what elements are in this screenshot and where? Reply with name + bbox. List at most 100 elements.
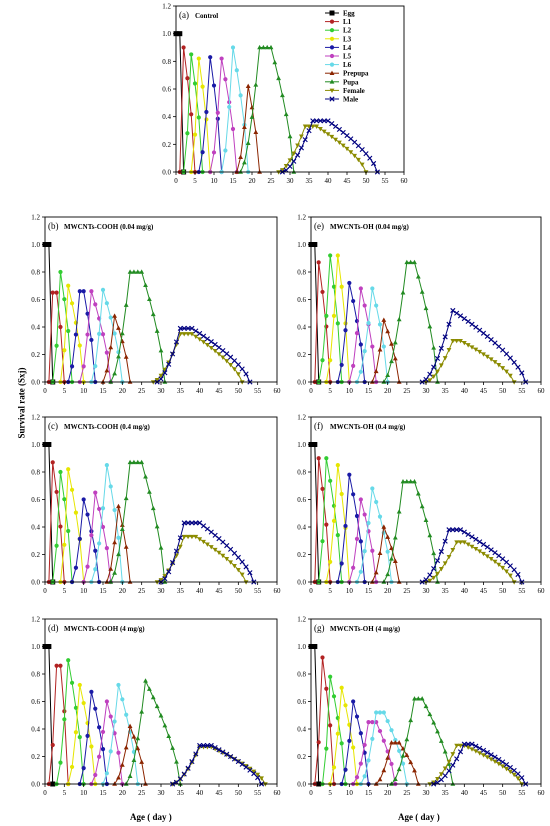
- data-point: [69, 364, 75, 369]
- data-point: [66, 658, 71, 663]
- x-tick-label: 55: [518, 587, 526, 595]
- series-male: [154, 325, 253, 385]
- legend-label: Pupa: [343, 78, 359, 86]
- data-point: [320, 358, 325, 363]
- data-point: [216, 550, 222, 556]
- data-point: [62, 542, 67, 547]
- data-point: [370, 344, 375, 349]
- data-point: [46, 644, 52, 649]
- data-point: [477, 745, 483, 751]
- x-tick-label: 35: [442, 387, 450, 395]
- data-point: [339, 362, 344, 368]
- data-point: [354, 513, 360, 519]
- data-point: [112, 507, 117, 513]
- data-point: [473, 749, 479, 754]
- x-tick-label: 15: [100, 789, 108, 797]
- x-tick-label: 25: [403, 387, 411, 395]
- data-point: [224, 543, 230, 549]
- series-male: [419, 307, 529, 385]
- data-point: [431, 374, 437, 380]
- data-point: [331, 694, 337, 699]
- data-point: [208, 545, 214, 550]
- data-point: [69, 680, 75, 685]
- data-point: [343, 328, 348, 333]
- data-point: [351, 492, 356, 497]
- series-line: [67, 684, 96, 785]
- legend-marker: [329, 19, 335, 24]
- data-point: [85, 311, 90, 316]
- data-point: [170, 561, 175, 567]
- data-point: [442, 538, 448, 544]
- series-pupa: [381, 259, 440, 384]
- data-point: [119, 522, 125, 527]
- panel-title: MWCNTs-OH (0.4 mg/g): [330, 423, 406, 431]
- data-point: [335, 731, 340, 736]
- x-tick-label: 45: [480, 789, 488, 797]
- data-point: [89, 337, 94, 343]
- data-point: [158, 376, 164, 382]
- data-point: [131, 459, 137, 465]
- series-egg: [42, 644, 56, 787]
- data-point: [366, 320, 371, 326]
- data-point: [251, 771, 257, 777]
- data-point: [104, 699, 109, 704]
- data-point: [192, 81, 198, 86]
- data-point: [400, 290, 406, 295]
- data-point: [500, 764, 506, 769]
- series-l6: [89, 463, 125, 585]
- data-point: [362, 549, 367, 554]
- data-point: [135, 735, 141, 741]
- data-point: [423, 577, 429, 583]
- series-line: [311, 244, 320, 383]
- data-point: [320, 289, 325, 295]
- data-point: [381, 524, 387, 529]
- data-point: [392, 355, 398, 361]
- data-point: [66, 467, 71, 472]
- chart-panel: 0 5 10 15 20 25 30 35 40 45 50 55 60 0.0 0.2 0.4 0.6 0.8 1…: [31, 616, 281, 798]
- series-female: [423, 338, 517, 385]
- data-point: [200, 150, 205, 155]
- data-point: [81, 364, 86, 369]
- data-point: [519, 775, 525, 781]
- data-point: [223, 148, 228, 153]
- data-point: [431, 720, 437, 725]
- data-point: [328, 559, 333, 564]
- data-point: [50, 460, 55, 465]
- data-point: [507, 573, 513, 578]
- data-point: [116, 682, 121, 688]
- data-point: [166, 361, 172, 367]
- x-tick-label: 45: [216, 789, 224, 797]
- data-point: [212, 547, 218, 553]
- data-point: [507, 355, 513, 361]
- data-point: [154, 523, 160, 529]
- data-point: [450, 547, 456, 553]
- data-point: [69, 764, 75, 770]
- series-male: [431, 741, 529, 787]
- data-point: [373, 569, 379, 575]
- data-point: [392, 535, 398, 540]
- series-line: [314, 262, 331, 383]
- data-point: [116, 535, 121, 540]
- data-point: [335, 253, 340, 258]
- data-point: [385, 718, 390, 724]
- data-point: [503, 351, 510, 357]
- data-point: [415, 696, 421, 701]
- data-point: [507, 563, 513, 569]
- x-tick-label: 45: [216, 587, 224, 595]
- data-point: [93, 706, 98, 711]
- data-point: [112, 539, 117, 545]
- data-point: [423, 517, 429, 523]
- data-point: [431, 575, 437, 581]
- data-point: [511, 772, 517, 778]
- data-point: [389, 358, 394, 364]
- data-point: [427, 378, 433, 383]
- data-point: [216, 747, 222, 753]
- data-point: [438, 777, 444, 783]
- panel-title: MWCNTs-OH (0.04 mg/g): [330, 223, 410, 231]
- data-point: [310, 124, 316, 129]
- series-l4: [69, 497, 102, 585]
- data-point: [446, 759, 452, 765]
- data-point: [204, 109, 209, 115]
- data-point: [446, 555, 452, 560]
